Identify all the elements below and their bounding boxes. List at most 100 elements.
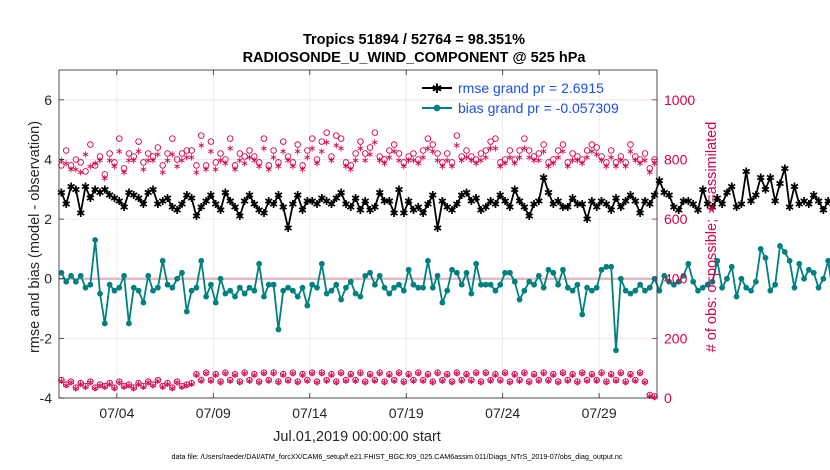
obs-possible-point xyxy=(405,153,412,160)
obs-low-assimilated-point: ∗ xyxy=(81,382,89,393)
obs-low-assimilated-point: ∗ xyxy=(607,370,615,381)
obs-possible-point xyxy=(120,165,128,172)
axis-ticks: 07/04 07/09 07/14 07/19 07/24 07/29 -4 -2 0 2 4 6 0 2… xyxy=(40,70,695,421)
rmse-point: ✱ xyxy=(332,193,341,205)
obs-possible-point xyxy=(178,150,186,157)
x-tick-label: 07/24 xyxy=(485,405,520,421)
rmse-point: ✱ xyxy=(81,181,90,193)
obs-assimilated-point: ∗ xyxy=(525,152,533,163)
rmse-point: ✱ xyxy=(428,190,437,202)
obs-assimilated-point: ∗ xyxy=(245,152,253,163)
rmse-point: ✱ xyxy=(611,193,620,205)
obs-assimilated-point: ∗ xyxy=(110,161,118,172)
rmse-point: ✱ xyxy=(751,190,760,202)
bias-point xyxy=(352,290,359,297)
obs-assimilated-point: ∗ xyxy=(105,155,113,166)
obs-low-assimilated-point: ∗ xyxy=(101,382,109,393)
obs-assimilated-point: ∗ xyxy=(318,147,326,158)
rmse-point: ✱ xyxy=(713,193,722,205)
rmse-point: ✱ xyxy=(341,199,350,211)
obs-low-possible-point xyxy=(492,370,499,378)
bias-point xyxy=(502,269,508,276)
bias-point xyxy=(434,272,441,279)
bias-point xyxy=(463,269,470,276)
rmse-point: ✱ xyxy=(274,190,283,202)
obs-low-assimilated-point: ∗ xyxy=(202,369,210,380)
rmse-point: ✱ xyxy=(795,199,804,211)
obs-possible-point xyxy=(251,153,258,160)
obs-low-assimilated-point: ∗ xyxy=(539,369,547,380)
obs-possible-point xyxy=(260,135,268,142)
obs-low-possible-point xyxy=(487,376,494,384)
bias-point xyxy=(622,287,629,294)
rmse-point: ✱ xyxy=(804,199,813,211)
obs-possible-point xyxy=(525,147,533,154)
obs-low-possible-point xyxy=(593,376,600,384)
obs-low-assimilated-point: ∗ xyxy=(62,381,70,392)
obs-assimilated-point: ∗ xyxy=(539,147,547,158)
obs-possible-point xyxy=(472,156,480,163)
obs-low-assimilated-point: ∗ xyxy=(260,369,268,380)
bias-point xyxy=(473,260,480,267)
obs-possible-point xyxy=(468,153,475,160)
obs-low-possible-point xyxy=(202,369,210,376)
obs-possible-point xyxy=(125,150,133,157)
obs-low-possible-point xyxy=(280,370,287,378)
obs-assimilated-point: ∗ xyxy=(274,161,282,172)
rmse-point: ✱ xyxy=(182,190,191,202)
obs-assimilated-point: ∗ xyxy=(149,155,157,166)
obs-low-assimilated-point: ∗ xyxy=(154,376,162,387)
obs-possible-point xyxy=(111,159,118,166)
rmse-point: ✱ xyxy=(655,175,664,187)
rmse-point: ✱ xyxy=(582,214,591,226)
rmse-point: ✱ xyxy=(245,190,254,202)
obs-low-assimilated-point: ∗ xyxy=(621,378,629,389)
obs-possible-point xyxy=(140,159,147,166)
obs-assimilated-point: ∗ xyxy=(486,144,494,155)
obs-assimilated-point: ∗ xyxy=(202,164,210,175)
obs-low-assimilated-point: ∗ xyxy=(231,370,239,381)
obs-possible-point xyxy=(183,147,191,154)
rmse-point: ✱ xyxy=(771,196,780,208)
bias-point xyxy=(526,278,533,285)
obs-low-assimilated-point: ∗ xyxy=(149,381,157,392)
bias-point xyxy=(328,287,335,294)
bias-point xyxy=(608,263,615,270)
bias-point xyxy=(420,284,427,291)
rmse-point: ✱ xyxy=(775,178,784,190)
obs-low-possible-point xyxy=(603,378,610,385)
obs-low-possible-point xyxy=(299,370,306,378)
rmse-point: ✱ xyxy=(824,196,830,208)
bias-point xyxy=(670,281,677,288)
obs-possible-point xyxy=(116,135,123,142)
bias-point xyxy=(439,299,446,306)
obs-low-assimilated-point: ∗ xyxy=(351,376,359,387)
obs-assimilated-point: ∗ xyxy=(207,147,215,158)
obs-assimilated-point: ∗ xyxy=(139,164,147,175)
obs-low-possible-point xyxy=(588,370,596,378)
obs-low-possible-point xyxy=(91,384,99,391)
rmse-point: ✱ xyxy=(57,187,66,199)
bias-point xyxy=(82,284,89,291)
bias-point xyxy=(801,275,807,282)
obs-possible-point xyxy=(390,141,398,148)
obs-possible-point xyxy=(617,153,625,160)
bias-point xyxy=(289,287,296,294)
obs-possible-point xyxy=(241,153,248,160)
bias-point xyxy=(126,320,132,327)
obs-low-assimilated-point: ∗ xyxy=(641,378,649,389)
rmse-point: ✱ xyxy=(317,193,326,205)
bias-point xyxy=(728,263,735,270)
obs-low-assimilated-point: ∗ xyxy=(192,370,200,381)
obs-possible-point xyxy=(101,171,109,178)
obs-low-assimilated-point: ∗ xyxy=(279,370,287,381)
obs-assimilated-point: ∗ xyxy=(448,161,456,172)
bias-point xyxy=(685,260,692,267)
obs-assimilated-point: ∗ xyxy=(621,161,629,172)
obs-possible-point xyxy=(434,150,441,157)
rmse-point: ✱ xyxy=(660,187,669,199)
bias-point xyxy=(410,281,417,288)
rmse-series: ✱✱✱✱✱✱✱✱✱✱✱✱✱✱✱✱✱✱✱✱✱✱✱✱✱✱✱✱✱✱✱✱✱✱✱✱✱✱✱✱… xyxy=(57,163,830,235)
bias-point xyxy=(772,281,779,288)
obs-assimilated-point: ∗ xyxy=(134,147,142,158)
